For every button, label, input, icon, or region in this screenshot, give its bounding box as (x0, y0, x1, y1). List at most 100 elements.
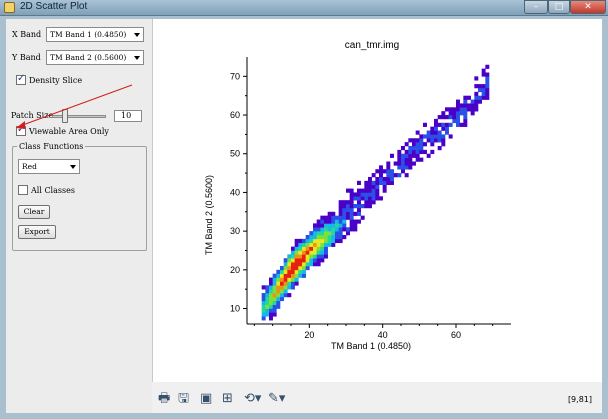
density-cell (386, 161, 391, 166)
density-cell (430, 126, 435, 131)
density-cell (283, 269, 288, 274)
patch-size-slider-thumb[interactable] (62, 109, 68, 123)
density-cell (360, 204, 365, 209)
density-cell (287, 281, 292, 286)
axes: 20 40 60 10 20 30 40 50 60 70 (230, 57, 511, 340)
density-cell (331, 238, 336, 244)
density-cell (390, 176, 394, 182)
close-button[interactable]: ✕ (570, 0, 606, 14)
zoom-fit-icon[interactable]: ⊞ (222, 391, 233, 406)
density-cell (320, 227, 325, 232)
density-cell (379, 196, 383, 201)
density-cell (269, 289, 273, 294)
density-cell (287, 285, 292, 290)
density-cell (437, 130, 442, 135)
density-cell (412, 142, 416, 147)
density-cell (313, 258, 317, 263)
density-cell (419, 142, 424, 147)
density-cell (349, 223, 354, 228)
density-cell (408, 149, 413, 155)
density-cell (338, 215, 343, 220)
density-cell (404, 165, 409, 170)
density-cell (261, 293, 266, 298)
density-cell (426, 130, 431, 135)
density-cell (437, 146, 442, 151)
density-cell (302, 258, 306, 263)
density-cell (360, 192, 365, 197)
density-cell (401, 161, 405, 166)
x-band-select[interactable]: TM Band 1 (0.4850) (46, 27, 144, 42)
density-cell (324, 215, 328, 220)
density-cell (294, 262, 299, 267)
density-cell (335, 238, 339, 244)
density-cell (368, 196, 372, 201)
density-cell (338, 235, 343, 240)
density-cell (463, 118, 468, 124)
density-cell (313, 227, 317, 232)
density-cell (397, 157, 402, 162)
density-cell (265, 300, 270, 305)
printer-icon[interactable]: 🖶 (158, 391, 171, 406)
edit-pencil-icon[interactable]: ✎▾ (268, 391, 286, 406)
density-cell (313, 238, 317, 244)
density-cell (338, 231, 343, 236)
class-color-select[interactable]: Red (18, 159, 80, 174)
density-cell (327, 223, 332, 228)
clear-button[interactable]: Clear (18, 205, 50, 219)
all-classes-checkbox[interactable] (18, 185, 28, 195)
density-cell (283, 281, 288, 286)
density-cell (287, 269, 292, 274)
density-cell (305, 262, 310, 267)
density-slice-checkbox[interactable] (16, 73, 26, 85)
density-cell (324, 250, 328, 255)
y-tick-label: 70 (230, 71, 240, 81)
patch-size-field[interactable]: 10 (114, 110, 142, 122)
density-cell (357, 180, 361, 185)
density-cell (313, 254, 317, 259)
density-cell (324, 227, 328, 232)
density-cell (430, 130, 435, 135)
export-button[interactable]: Export (18, 225, 56, 239)
density-cell (276, 300, 281, 305)
density-cell (459, 122, 464, 127)
density-cell (474, 107, 479, 112)
minimize-button[interactable]: – (524, 0, 548, 14)
density-cell (327, 219, 332, 224)
density-cell (353, 192, 358, 197)
density-cell (434, 138, 438, 143)
density-cell (302, 265, 306, 271)
density-cell (360, 196, 365, 201)
patch-size-slider-track[interactable] (52, 115, 106, 118)
x-axis-label: TM Band 1 (0.4850) (331, 341, 411, 351)
density-cell (481, 84, 486, 89)
density-cell (346, 227, 350, 232)
scatter-plot-area[interactable]: can_tmr.img 20 40 60 10 20 30 40 50 60 70 TM Band… (152, 19, 602, 382)
density-cell (338, 200, 343, 205)
rotate-icon[interactable]: ⟲▾ (244, 391, 262, 406)
density-cell (331, 211, 336, 216)
density-cell (386, 165, 391, 170)
y-band-select[interactable]: TM Band 2 (0.5600) (46, 50, 144, 65)
density-cell (338, 211, 343, 216)
density-cell (426, 153, 431, 158)
density-cell (437, 138, 442, 143)
maximize-button[interactable]: □ (548, 0, 570, 14)
density-cell (481, 72, 486, 77)
density-cell (324, 242, 328, 247)
density-cell (349, 204, 354, 209)
save-icon[interactable]: 🖫 (178, 391, 190, 406)
density-cell (316, 258, 321, 263)
density-cell (302, 250, 306, 255)
scatter-plot[interactable]: can_tmr.img 20 40 60 10 20 30 40 50 60 70 TM Band… (153, 19, 603, 382)
density-cell (309, 235, 314, 240)
density-cell (375, 188, 380, 193)
density-cell (371, 184, 376, 189)
density-cell (478, 84, 482, 89)
viewable-area-checkbox[interactable] (16, 124, 26, 136)
density-cell (320, 254, 325, 259)
image-icon[interactable]: ▣ (200, 391, 213, 406)
density-cell (316, 262, 321, 267)
title-bar[interactable]: 2D Scatter Plot – □ ✕ (0, 0, 608, 16)
density-cell (276, 277, 281, 282)
density-cell (371, 188, 376, 193)
